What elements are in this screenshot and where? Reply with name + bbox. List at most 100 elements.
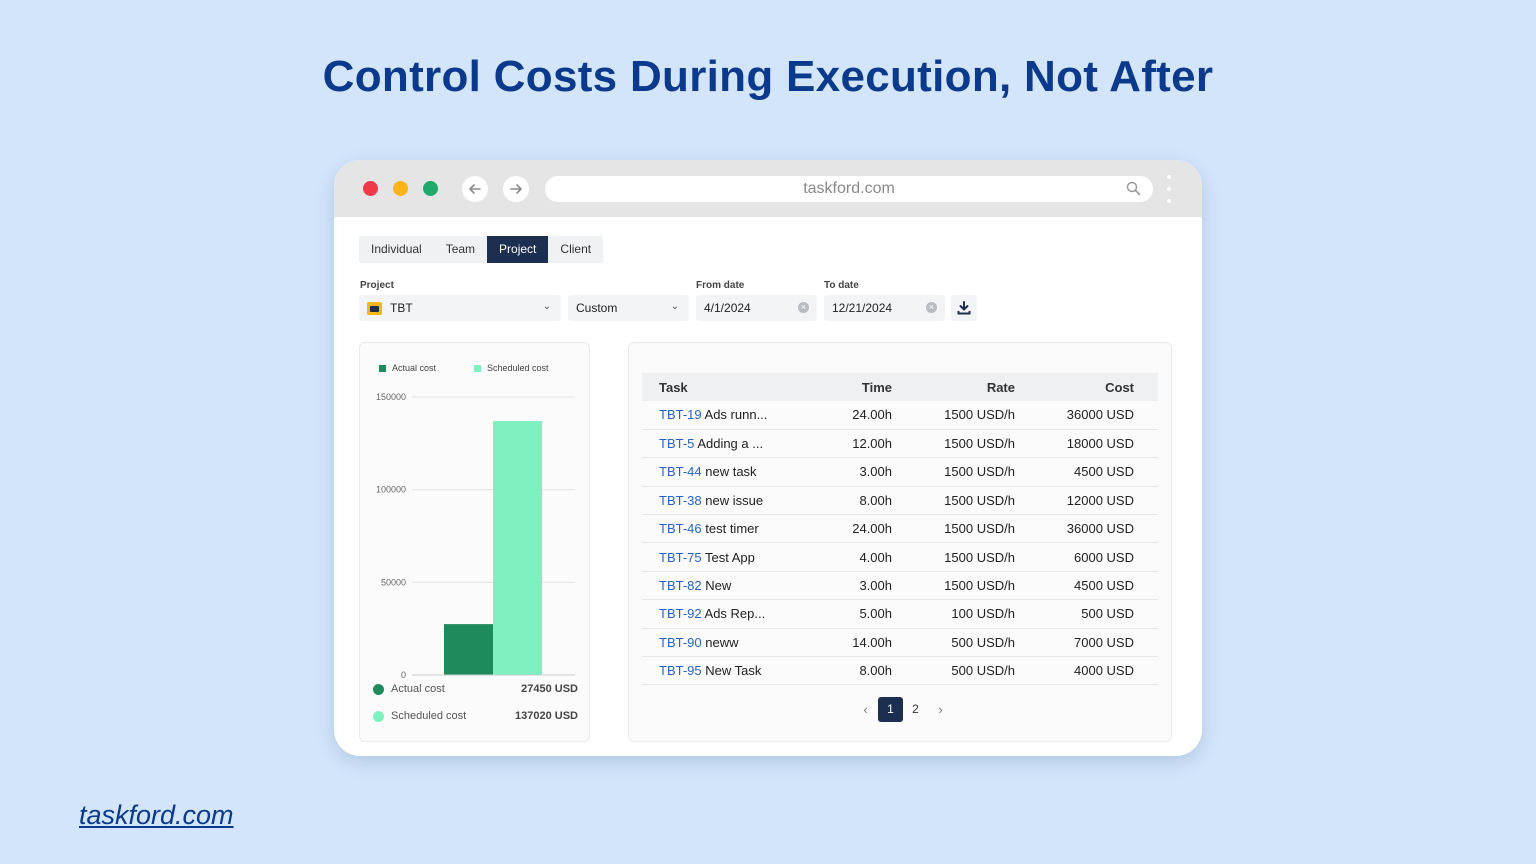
- chevron-left-icon[interactable]: ‹: [863, 702, 868, 717]
- cost-cell: 18000 USD: [1015, 429, 1158, 459]
- time-cell: 24.00h: [812, 401, 892, 430]
- from-date-field[interactable]: 4/1/2024 ×: [696, 295, 817, 321]
- task-name: new issue: [705, 492, 764, 508]
- summary-scheduled-value: 137020 USD: [515, 710, 578, 722]
- browser-toolbar: taskford.com: [334, 160, 1202, 217]
- table-row[interactable]: TBT-92 Ads Rep... 5.00h 100 USD/h 500 USD: [642, 599, 1158, 629]
- table-row[interactable]: TBT-75 Test App 4.00h 1500 USD/h 6000 USD: [642, 542, 1158, 572]
- cost-cell: 4000 USD: [1015, 656, 1158, 686]
- pagination: ‹ 1 2 ›: [853, 697, 953, 722]
- page-1-button[interactable]: 1: [878, 697, 903, 722]
- arrow-right-icon: [510, 184, 522, 194]
- time-cell: 8.00h: [812, 486, 892, 516]
- task-id-link[interactable]: TBT-95: [659, 663, 702, 679]
- cost-cell: 36000 USD: [1015, 401, 1158, 430]
- task-id-link[interactable]: TBT-5: [659, 436, 695, 452]
- chevron-right-icon[interactable]: ›: [938, 702, 943, 717]
- close-window-dot[interactable]: [363, 181, 378, 196]
- chevron-down-icon: ⌄: [542, 301, 551, 312]
- tab-team[interactable]: Team: [445, 242, 476, 256]
- maximize-window-dot[interactable]: [423, 181, 438, 196]
- scheduled-dot: [373, 710, 384, 722]
- header-rate[interactable]: Rate: [892, 373, 1015, 401]
- page-headline: Control Costs During Execution, Not Afte…: [322, 52, 1214, 101]
- legend-swatch-actual: [379, 364, 386, 372]
- rate-cell: 1500 USD/h: [892, 514, 1015, 544]
- task-id-link[interactable]: TBT-90: [659, 634, 702, 650]
- task-cell: TBT-75 Test App: [642, 542, 812, 572]
- table-row[interactable]: TBT-38 new issue 8.00h 1500 USD/h 12000 USD: [642, 486, 1158, 516]
- task-cell: TBT-90 neww: [642, 628, 812, 658]
- range-select[interactable]: Custom ⌄: [568, 295, 689, 321]
- legend-label-scheduled: Scheduled cost: [487, 363, 549, 373]
- rate-cell: 500 USD/h: [892, 656, 1015, 686]
- rate-cell: 100 USD/h: [892, 599, 1015, 629]
- tab-client[interactable]: Client: [560, 242, 592, 256]
- table-row[interactable]: TBT-95 New Task 8.00h 500 USD/h 4000 USD: [642, 656, 1158, 686]
- summary-actual-label: Actual cost: [391, 683, 445, 695]
- time-cell: 24.00h: [812, 514, 892, 544]
- to-date-field[interactable]: 12/21/2024 ×: [824, 295, 945, 321]
- table-row[interactable]: TBT-44 new task 3.00h 1500 USD/h 4500 USD: [642, 457, 1158, 487]
- time-cell: 12.00h: [812, 429, 892, 459]
- tab-individual[interactable]: Individual: [371, 242, 422, 256]
- task-cell: TBT-44 new task: [642, 457, 812, 487]
- rate-cell: 1500 USD/h: [892, 457, 1015, 487]
- browser-window: taskford.com Individual Team Project Cli…: [334, 160, 1202, 756]
- tab-project[interactable]: Project: [487, 236, 549, 263]
- task-id-link[interactable]: TBT-19: [659, 407, 702, 423]
- legend-scheduled: Scheduled cost: [474, 363, 549, 373]
- search-icon[interactable]: [1126, 181, 1141, 196]
- table-row[interactable]: TBT-46 test timer 24.00h 1500 USD/h 36000 U…: [642, 514, 1158, 544]
- clear-icon[interactable]: ×: [926, 302, 937, 313]
- table-row[interactable]: TBT-19 Ads runn... 24.00h 1500 USD/h 36000 …: [642, 401, 1158, 430]
- cost-cell: 12000 USD: [1015, 486, 1158, 516]
- task-id-link[interactable]: TBT-92: [659, 606, 702, 622]
- task-cell: TBT-5 Adding a ...: [642, 429, 812, 459]
- legend-actual: Actual cost: [379, 363, 436, 373]
- header-task[interactable]: Task: [642, 373, 812, 401]
- project-select[interactable]: TBT ⌄: [359, 295, 561, 321]
- summary-actual-value: 27450 USD: [521, 683, 578, 695]
- back-button[interactable]: [462, 176, 488, 202]
- task-id-link[interactable]: TBT-38: [659, 492, 702, 508]
- task-cost-table: Task Time Rate Cost TBT-19 Ads runn... 24…: [642, 373, 1158, 686]
- task-name: New Task: [705, 663, 762, 679]
- time-cell: 14.00h: [812, 628, 892, 658]
- task-id-link[interactable]: TBT-46: [659, 521, 702, 537]
- task-name: test timer: [705, 521, 759, 537]
- minimize-window-dot[interactable]: [393, 181, 408, 196]
- from-date-label: From date: [696, 280, 745, 291]
- page-2-button[interactable]: 2: [912, 702, 919, 716]
- rate-cell: 1500 USD/h: [892, 401, 1015, 430]
- header-time[interactable]: Time: [812, 373, 892, 401]
- bar-scheduled-cost: [493, 421, 542, 675]
- cost-cell: 4500 USD: [1015, 457, 1158, 487]
- download-button[interactable]: [951, 295, 977, 321]
- forward-button[interactable]: [503, 176, 529, 202]
- footer-link[interactable]: taskford.com: [79, 800, 234, 830]
- time-cell: 4.00h: [812, 542, 892, 572]
- more-options-icon[interactable]: [1166, 175, 1172, 203]
- task-id-link[interactable]: TBT-44: [659, 464, 702, 480]
- task-id-link[interactable]: TBT-82: [659, 578, 702, 594]
- cost-cell: 4500 USD: [1015, 571, 1158, 601]
- task-cell: TBT-92 Ads Rep...: [642, 599, 812, 629]
- summary-scheduled: Scheduled cost 137020 USD: [373, 710, 578, 722]
- range-value: Custom: [576, 301, 618, 315]
- clear-icon[interactable]: ×: [798, 302, 809, 313]
- time-cell: 5.00h: [812, 599, 892, 629]
- task-id-link[interactable]: TBT-75: [659, 549, 702, 565]
- task-cost-table-card: Task Time Rate Cost TBT-19 Ads runn... 24…: [628, 342, 1172, 742]
- task-name: neww: [705, 634, 739, 650]
- task-cell: TBT-82 New: [642, 571, 812, 601]
- header-cost[interactable]: Cost: [1015, 373, 1158, 401]
- table-row[interactable]: TBT-5 Adding a ... 12.00h 1500 USD/h 18000 …: [642, 429, 1158, 459]
- table-row[interactable]: TBT-90 neww 14.00h 500 USD/h 7000 USD: [642, 628, 1158, 658]
- to-date-label: To date: [824, 280, 859, 291]
- legend-swatch-scheduled: [474, 364, 481, 372]
- cost-cell: 36000 USD: [1015, 514, 1158, 544]
- summary-scheduled-label: Scheduled cost: [391, 710, 467, 722]
- table-row[interactable]: TBT-82 New 3.00h 1500 USD/h 4500 USD: [642, 571, 1158, 601]
- address-bar[interactable]: taskford.com: [545, 176, 1153, 202]
